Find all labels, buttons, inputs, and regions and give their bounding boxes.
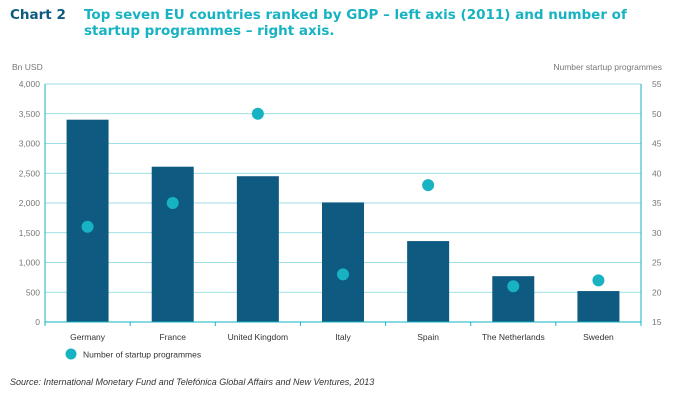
chart-number: Chart 2 <box>10 7 66 23</box>
data-point <box>337 268 349 281</box>
y-tick-left: 500 <box>26 287 40 297</box>
y-tick-left: 2,500 <box>19 168 41 178</box>
x-tick-label: Spain <box>417 332 439 342</box>
y-tick-right: 15 <box>652 317 662 327</box>
x-tick-label: The Netherlands <box>482 332 545 342</box>
x-tick-label: France <box>159 332 186 342</box>
y-axis-left-label: Bn USD <box>12 62 43 72</box>
x-tick-label: Germany <box>70 332 106 342</box>
data-point <box>251 107 264 120</box>
y-tick-left: 0 <box>35 317 40 327</box>
bar <box>236 176 279 322</box>
source-note: Source: International Monetary Fund and … <box>10 377 375 387</box>
y-tick-right: 35 <box>652 198 662 208</box>
y-tick-left: 3,000 <box>19 139 41 149</box>
dot-series <box>81 107 605 293</box>
y-tick-right: 40 <box>652 168 662 178</box>
data-point <box>592 274 605 287</box>
x-tick-label: Sweden <box>583 332 614 342</box>
legend: Number of startup programmes <box>65 348 201 360</box>
y-tick-left: 2,000 <box>19 198 41 208</box>
bar <box>577 291 620 322</box>
data-point <box>166 197 179 209</box>
chart-title: Top seven EU countries ranked by GDP – l… <box>84 7 627 39</box>
y-tick-right: 45 <box>652 139 662 149</box>
axes: 0 500 1,000 1,500 2,000 2,500 3,000 3,500 4,000 1… <box>12 62 662 342</box>
x-tick-label: Italy <box>335 332 351 342</box>
y-tick-left: 1,500 <box>19 228 41 238</box>
y-tick-left: 3,500 <box>19 109 41 119</box>
x-tick-label: United Kingdom <box>228 332 288 342</box>
y-axis-right-label: Number startup programmes <box>553 62 662 72</box>
bar <box>151 166 194 322</box>
y-tick-left: 4,000 <box>19 79 41 89</box>
legend-label: Number of startup programmes <box>83 350 201 360</box>
y-tick-left: 1,000 <box>19 258 41 268</box>
y-tick-right: 20 <box>652 287 662 297</box>
data-point <box>422 179 435 192</box>
bar <box>322 202 364 322</box>
y-tick-right: 55 <box>652 79 662 89</box>
data-point <box>81 220 94 233</box>
y-tick-right: 30 <box>652 228 662 238</box>
bar <box>407 241 450 322</box>
data-point <box>507 280 520 293</box>
y-tick-right: 25 <box>652 258 662 268</box>
legend-marker <box>65 348 77 360</box>
bar-series <box>66 119 620 322</box>
y-tick-right: 50 <box>652 109 662 119</box>
